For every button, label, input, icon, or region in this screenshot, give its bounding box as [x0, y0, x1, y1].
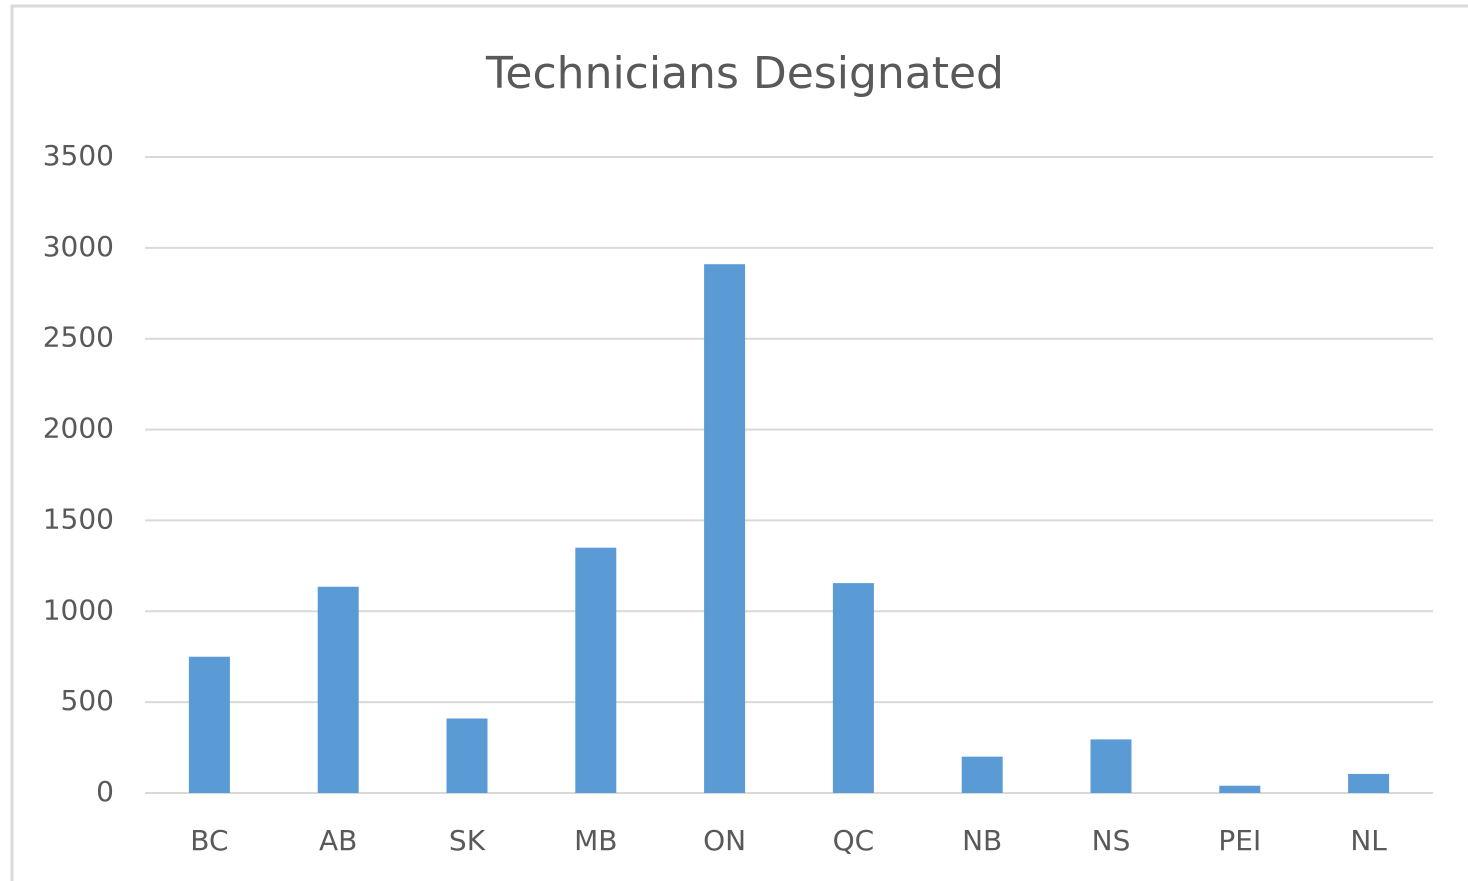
x-tick-label: NL [1350, 824, 1387, 857]
x-tick-label: BC [190, 824, 228, 857]
x-tick-label: QC [833, 824, 875, 857]
x-tick-label: AB [319, 824, 357, 857]
bar [1090, 739, 1132, 793]
x-tick-label: NS [1092, 824, 1131, 857]
x-tick-label: ON [703, 824, 746, 857]
x-tick-label: MB [574, 824, 617, 857]
bar [1348, 773, 1390, 793]
y-tick-label: 500 [61, 684, 114, 717]
x-tick-label: PEI [1218, 824, 1261, 857]
x-tick-label: SK [449, 824, 486, 857]
y-tick-label: 3000 [43, 230, 114, 263]
bar [575, 547, 617, 793]
y-tick-label: 1500 [43, 502, 114, 535]
bar [317, 586, 359, 793]
bar [446, 718, 488, 793]
bar [188, 656, 230, 793]
x-tick-label: NB [962, 824, 1002, 857]
y-tick-label: 3500 [43, 139, 114, 172]
bar [961, 756, 1003, 793]
y-tick-label: 2000 [43, 412, 114, 445]
chart-title: Technicians Designated [485, 48, 1004, 99]
y-tick-label: 0 [96, 775, 114, 808]
bar [704, 264, 746, 793]
y-tick-label: 1000 [43, 593, 114, 626]
y-tick-label: 2500 [43, 321, 114, 354]
bar [1219, 785, 1261, 793]
bar [832, 583, 874, 793]
